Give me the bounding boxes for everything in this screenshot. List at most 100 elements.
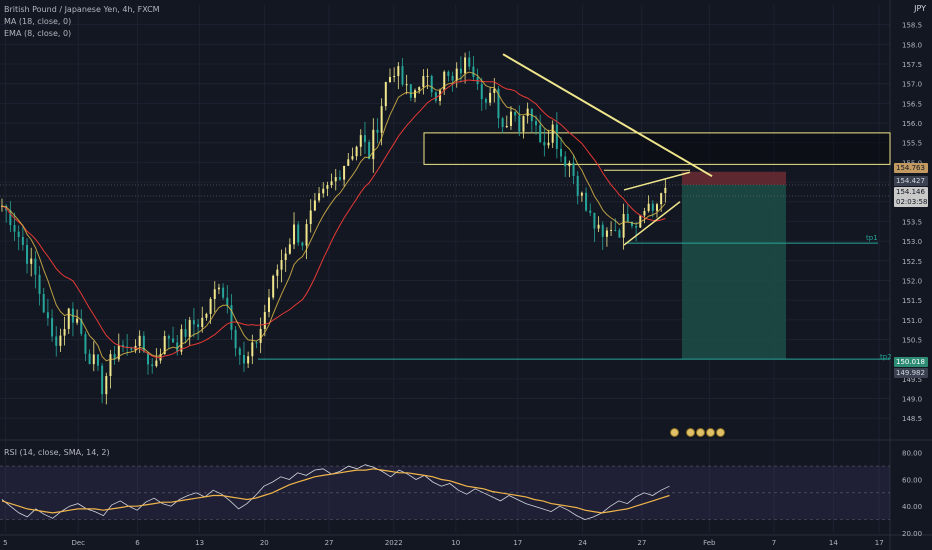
candle-body xyxy=(84,333,87,354)
candle-body xyxy=(518,115,521,132)
candle-body xyxy=(338,177,341,180)
candle-body xyxy=(447,71,450,76)
candle-body xyxy=(309,210,312,225)
candle-body xyxy=(422,75,425,88)
rsi-line xyxy=(1,464,670,521)
time-tick-label: 2022 xyxy=(385,539,403,547)
candle-body xyxy=(213,289,216,299)
event-marker[interactable] xyxy=(686,428,695,437)
event-marker[interactable] xyxy=(706,428,715,437)
candle-body xyxy=(138,335,141,346)
candle-body xyxy=(589,210,592,213)
candle-body xyxy=(635,225,638,228)
candle-body xyxy=(268,297,270,313)
candle-body xyxy=(109,354,112,377)
candle-body xyxy=(647,203,650,212)
price-tick-label: 158.0 xyxy=(902,41,922,49)
candle-body xyxy=(597,224,600,229)
wedge-lower-line xyxy=(623,201,681,246)
candle-body xyxy=(347,159,350,166)
currency-label: JPY xyxy=(914,4,926,13)
candle-body xyxy=(222,287,225,298)
candle-body xyxy=(614,229,617,231)
candle-body xyxy=(343,165,346,180)
candle-body xyxy=(76,318,79,323)
candle-body xyxy=(359,135,362,147)
candle-body xyxy=(63,328,66,336)
candle-body xyxy=(535,121,537,126)
candle-body xyxy=(576,175,579,196)
price-tick-label: 156.0 xyxy=(902,120,922,128)
candle-body xyxy=(414,90,417,98)
candle-body xyxy=(67,308,70,329)
candle-body xyxy=(155,360,158,367)
candle-body xyxy=(560,148,563,157)
price-tick-label: 151.0 xyxy=(902,317,922,325)
candle-body xyxy=(305,224,308,246)
candle-body xyxy=(351,156,354,160)
candle-body xyxy=(430,75,433,93)
time-tick-label: 14 xyxy=(829,539,838,547)
candle-body xyxy=(9,210,12,226)
candle-body xyxy=(234,329,237,349)
time-tick-label: 10 xyxy=(451,539,460,547)
candle-body xyxy=(284,253,287,261)
current-price-tag: 154.146 02:03:58 xyxy=(894,187,928,207)
price-tick-label: 158.5 xyxy=(902,22,922,30)
candle-body xyxy=(51,318,54,337)
symbol-legend: British Pound / Japanese Yen, 4h, FXCM xyxy=(4,5,160,14)
candle-body xyxy=(55,336,58,346)
candle-body xyxy=(334,177,337,182)
candle-body xyxy=(322,188,325,194)
candle-body xyxy=(113,354,116,360)
candle-body xyxy=(493,88,496,93)
time-tick-label: 17 xyxy=(513,539,522,547)
candle-body xyxy=(313,200,316,211)
price-tick-label: 149.0 xyxy=(902,396,922,404)
candle-body xyxy=(439,90,442,101)
rsi-ma-line xyxy=(1,468,670,514)
candle-body xyxy=(376,129,379,133)
candle-body xyxy=(197,324,200,327)
candle-body xyxy=(551,124,554,143)
candle-body xyxy=(142,335,145,353)
wedge-upper-line xyxy=(623,171,691,191)
candle-body xyxy=(205,313,208,318)
candle-body xyxy=(384,82,387,107)
time-tick-label: 20 xyxy=(260,539,269,547)
short-stop-zone xyxy=(682,171,786,185)
candle-body xyxy=(618,230,621,238)
candle-body xyxy=(288,244,291,254)
candle-body xyxy=(117,345,120,360)
candle-body xyxy=(363,135,366,142)
candle-body xyxy=(418,87,421,91)
stop-price-tag: 154.763 xyxy=(894,163,928,173)
candle-body xyxy=(130,347,133,350)
candle-body xyxy=(426,75,429,77)
price-tick-label: 153.0 xyxy=(902,238,922,246)
candle-body xyxy=(372,129,375,160)
ma-legend: MA (18, close, 0) xyxy=(4,17,72,26)
time-tick-label: 6 xyxy=(135,539,140,547)
candle-body xyxy=(664,187,667,194)
candle-body xyxy=(255,342,258,344)
candle-body xyxy=(405,84,408,86)
event-marker[interactable] xyxy=(716,428,725,437)
candle-body xyxy=(547,142,550,146)
tp2b-price-tag: 149.982 xyxy=(894,368,928,378)
candle-body xyxy=(272,275,275,298)
candle-body xyxy=(34,258,37,275)
candle-body xyxy=(509,111,512,126)
event-marker[interactable] xyxy=(696,428,705,437)
candle-body xyxy=(489,92,492,103)
candle-body xyxy=(388,76,391,83)
event-marker[interactable] xyxy=(670,428,679,437)
rsi-tick-label: 80.00 xyxy=(902,450,922,458)
candle-body xyxy=(630,221,633,226)
price-tick-label: 148.5 xyxy=(902,415,922,423)
candle-body xyxy=(26,244,29,264)
candle-body xyxy=(247,356,250,364)
candle-body xyxy=(497,88,500,119)
current-price: 154.146 xyxy=(896,188,925,196)
